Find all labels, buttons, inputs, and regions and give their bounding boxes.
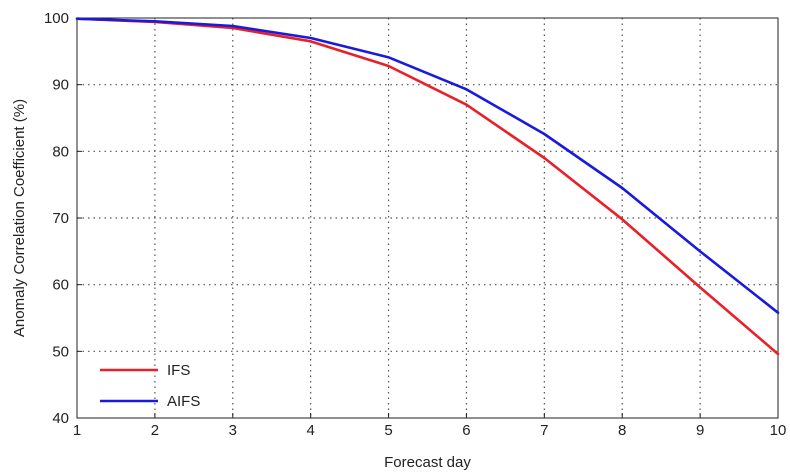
series-lines	[75, 17, 780, 356]
x-tick-label-5: 5	[384, 422, 392, 439]
x-tick-label-8: 8	[618, 422, 626, 439]
x-tick-label-7: 7	[540, 422, 548, 439]
x-tick-label-9: 9	[696, 422, 704, 439]
y-tick-label-90: 90	[52, 77, 69, 94]
x-axis-title: Forecast day	[384, 454, 471, 471]
y-tick-label-50: 50	[52, 343, 69, 360]
x-tick-label-1: 1	[73, 422, 81, 439]
y-tick-label-80: 80	[52, 143, 69, 160]
series-line-ifs	[75, 17, 780, 356]
y-tick-label-70: 70	[52, 210, 69, 227]
legend: IFS AIFS	[100, 362, 200, 410]
x-tick-label-6: 6	[462, 422, 470, 439]
series-line-aifs	[75, 17, 780, 314]
y-axis-title: Anomaly Correlation Coefficient (%)	[11, 99, 28, 337]
x-tick-label-10: 10	[770, 422, 787, 439]
x-tick-label-2: 2	[151, 422, 159, 439]
axis-ticks: 1 2 3 4 5 6 7 8 9 10 40 50 60 70 80 90 100	[44, 10, 786, 439]
y-tick-label-60: 60	[52, 277, 69, 294]
y-tick-label-100: 100	[44, 10, 69, 27]
y-tick-label-40: 40	[52, 410, 69, 427]
legend-label-aifs: AIFS	[167, 393, 200, 410]
x-tick-label-3: 3	[229, 422, 237, 439]
x-tick-label-4: 4	[306, 422, 314, 439]
legend-label-ifs: IFS	[167, 362, 190, 379]
grid	[77, 18, 778, 418]
